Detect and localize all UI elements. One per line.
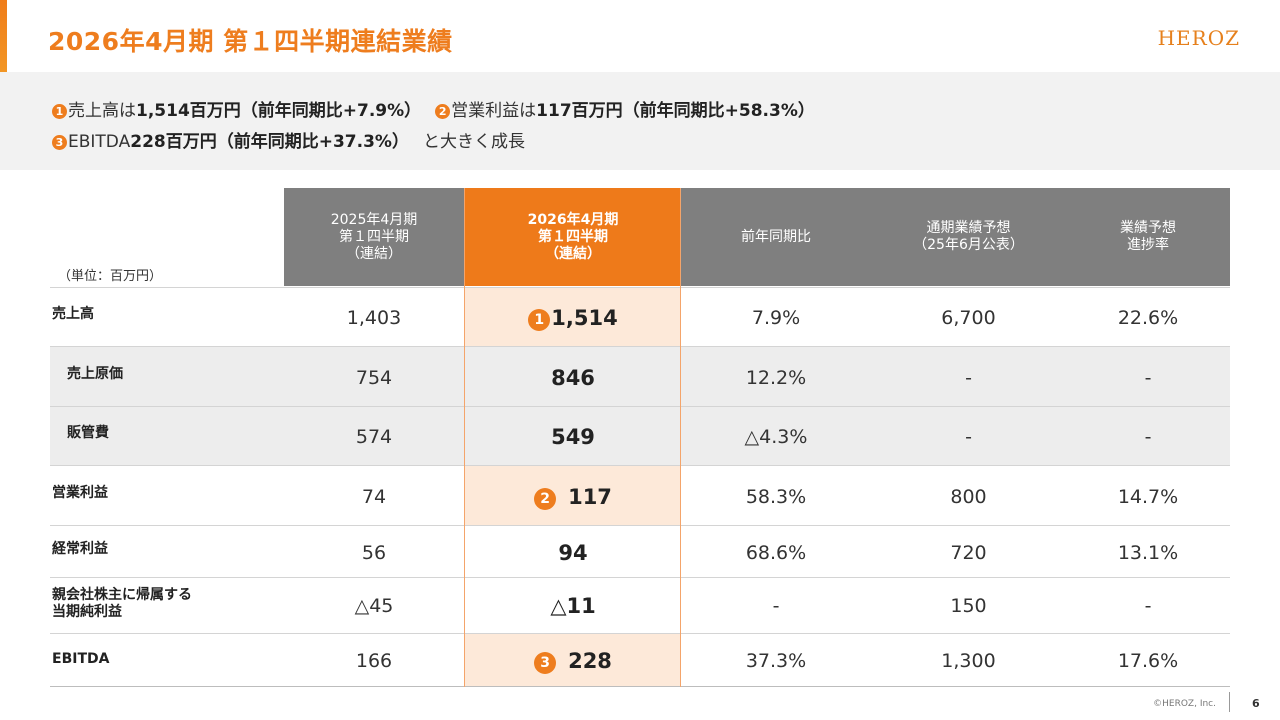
header-progress: 業績予想 進捗率 <box>1066 188 1230 286</box>
page-number: 6 <box>1252 697 1260 710</box>
badge-1: 1 <box>52 104 67 119</box>
row-label-cogs: 売上原価 <box>67 366 123 382</box>
footer-separator <box>1229 692 1230 712</box>
cell-prev-ebitda: 166 <box>355 650 393 672</box>
row-label-sales: 売上高 <box>52 306 94 322</box>
cell-progress-sga: - <box>1144 426 1152 448</box>
cell-prev-sga: 574 <box>355 426 393 448</box>
highlight-cell-op <box>465 466 681 525</box>
cell-progress-op: 14.7% <box>1117 486 1179 508</box>
header-yoy: 前年同期比 <box>681 188 871 286</box>
header-prev-line1: 2025年4月期 <box>330 211 418 228</box>
header-progress-line1: 業績予想 <box>1120 220 1176 236</box>
cell-progress-ordinary: 13.1% <box>1117 542 1179 564</box>
cell-yoy-sales: 7.9% <box>751 307 801 329</box>
header-current: 2026年4月期 第１四半期 （連結） <box>465 188 681 286</box>
header-prev-line2: 第１四半期 <box>338 228 409 245</box>
header-cur-line3: （連結） <box>545 245 601 262</box>
footer-copyright: ©HEROZ, Inc. <box>1153 699 1216 709</box>
cell-prev-op: 74 <box>361 486 387 508</box>
row-divider <box>50 287 1230 288</box>
cell-forecast-ebitda: 1,300 <box>941 650 996 672</box>
cell-forecast-ordinary: 720 <box>950 542 987 564</box>
cell-cur-sga: 549 <box>551 425 595 449</box>
badge-3: 3 <box>52 135 67 150</box>
cell-forecast-op: 800 <box>950 486 987 508</box>
summary-highlight: 228百万円（前年同期比+37.3%） <box>130 132 409 152</box>
row-divider <box>50 346 1230 347</box>
row-label-ebitda: EBITDA <box>52 651 110 667</box>
cell-progress-net: - <box>1144 595 1152 617</box>
header-yoy-label: 前年同期比 <box>741 228 811 245</box>
summary-line-2: 3 EBITDA228百万円（前年同期比+37.3%） と大きく成長 <box>52 127 525 152</box>
row-divider <box>50 577 1230 578</box>
summary-box: 1 売上高は1,514百万円（前年同期比+7.9%） 2 営業利益は117百万円（前年… <box>0 72 1280 170</box>
badge-1: 1 <box>528 309 551 331</box>
cell-prev-ordinary: 56 <box>361 542 387 564</box>
cell-yoy-sga: △4.3% <box>744 426 808 448</box>
cell-progress-sales: 22.6% <box>1117 307 1179 329</box>
cell-prev-sales: 1,403 <box>346 307 402 329</box>
cell-yoy-op: 58.3% <box>745 486 807 508</box>
page-title: 2026年4月期 第１四半期連結業績 <box>48 27 453 56</box>
unit-label: （単位：百万円） <box>58 269 163 284</box>
cell-yoy-ordinary: 68.6% <box>745 542 807 564</box>
row-divider <box>50 525 1230 526</box>
cell-cur-op: 2 117 <box>465 485 681 510</box>
header-cur-line2: 第１四半期 <box>538 228 608 245</box>
cell-progress-ebitda: 17.6% <box>1117 650 1179 672</box>
cell-progress-cogs: - <box>1144 367 1152 389</box>
cell-forecast-sales: 6,700 <box>941 307 996 329</box>
cell-cur-ebitda-value: 228 <box>568 649 612 673</box>
summary-line-1: 1 売上高は1,514百万円（前年同期比+7.9%） 2 営業利益は117百万円（前年… <box>52 96 815 121</box>
cell-yoy-cogs: 12.2% <box>745 367 807 389</box>
highlight-cell-ebitda <box>465 634 681 687</box>
row-label-op: 営業利益 <box>52 485 108 501</box>
row-divider <box>50 686 1230 687</box>
header-prev-line3: （連結） <box>345 245 402 262</box>
cell-prev-cogs: 754 <box>355 367 393 389</box>
header-prev: 2025年4月期 第１四半期 （連結） <box>284 188 464 286</box>
cell-forecast-cogs: - <box>965 367 972 389</box>
cell-yoy-ebitda: 37.3% <box>745 650 807 672</box>
company-logo: HEROZ <box>1157 26 1240 50</box>
row-bg-sga <box>50 406 1230 466</box>
badge-2: 2 <box>534 488 557 510</box>
badge-2: 2 <box>435 104 451 119</box>
header-gray-band <box>681 188 1230 286</box>
highlight-cell-sales <box>465 288 681 347</box>
cell-cur-sales-value: 1,514 <box>551 306 618 330</box>
badge-3: 3 <box>534 652 557 674</box>
row-bg-cogs <box>50 347 1230 406</box>
summary-text: と大きく成長 <box>422 132 525 152</box>
row-divider <box>50 633 1230 634</box>
current-column-outline <box>464 188 681 687</box>
header-cur-line1: 2026年4月期 <box>527 211 619 228</box>
cell-prev-net: △45 <box>354 595 394 617</box>
row-label-ordinary: 経常利益 <box>52 541 108 557</box>
cell-cur-op-value: 117 <box>568 485 612 509</box>
cell-cur-ebitda: 3 228 <box>465 649 681 674</box>
cell-cur-net: △11 <box>550 594 596 618</box>
header-progress-line2: 進捗率 <box>1127 237 1169 253</box>
row-divider <box>50 465 1230 466</box>
header-forecast-line2: （25年6月公表） <box>913 237 1024 253</box>
summary-highlight: 117百万円（前年同期比+58.3%） <box>536 101 815 121</box>
header-forecast-line1: 通期業績予想 <box>926 220 1011 236</box>
cell-cur-cogs: 846 <box>551 366 595 390</box>
summary-text: 売上高は <box>68 101 136 121</box>
cell-yoy-net: - <box>772 595 780 617</box>
summary-text: EBITDA <box>68 132 131 152</box>
row-label-sga: 販管費 <box>67 425 109 441</box>
cell-cur-sales: 1 1,514 <box>465 306 681 331</box>
cell-forecast-sga: - <box>965 426 972 448</box>
cell-forecast-net: 150 <box>950 595 987 617</box>
row-divider <box>50 406 1230 407</box>
summary-text: 営業利益は <box>451 101 537 121</box>
row-label-net: 親会社株主に帰属する 当期純利益 <box>52 587 192 620</box>
header-forecast: 通期業績予想 （25年6月公表） <box>871 188 1066 286</box>
cell-cur-ordinary: 94 <box>558 541 588 565</box>
summary-highlight: 1,514百万円（前年同期比+7.9%） <box>136 101 422 121</box>
